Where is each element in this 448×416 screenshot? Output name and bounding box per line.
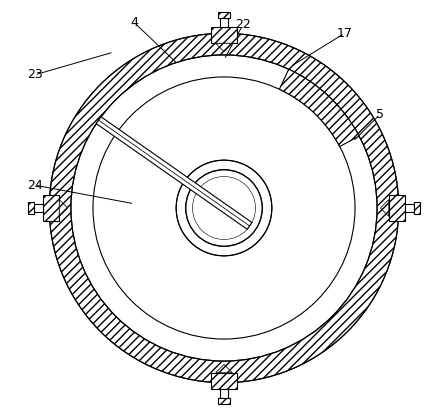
Polygon shape <box>220 389 228 398</box>
Polygon shape <box>380 200 389 216</box>
Text: 4: 4 <box>131 16 138 30</box>
Text: 5: 5 <box>376 108 384 121</box>
Polygon shape <box>96 117 252 229</box>
Polygon shape <box>211 373 237 389</box>
Text: 24: 24 <box>27 178 43 192</box>
Polygon shape <box>215 43 233 52</box>
Wedge shape <box>49 33 399 383</box>
Polygon shape <box>211 27 237 43</box>
Wedge shape <box>176 160 272 256</box>
Text: 22: 22 <box>235 18 250 32</box>
Polygon shape <box>34 204 43 212</box>
Polygon shape <box>414 202 420 214</box>
Circle shape <box>93 77 355 339</box>
Polygon shape <box>59 200 68 216</box>
Polygon shape <box>28 202 34 214</box>
Circle shape <box>193 177 255 239</box>
Polygon shape <box>218 398 230 404</box>
Polygon shape <box>389 195 405 221</box>
Wedge shape <box>280 69 359 146</box>
Text: 17: 17 <box>337 27 353 40</box>
Text: 23: 23 <box>27 68 43 82</box>
Polygon shape <box>220 18 228 27</box>
Polygon shape <box>405 204 414 212</box>
Polygon shape <box>215 364 233 373</box>
Polygon shape <box>218 12 230 18</box>
Polygon shape <box>43 195 59 221</box>
